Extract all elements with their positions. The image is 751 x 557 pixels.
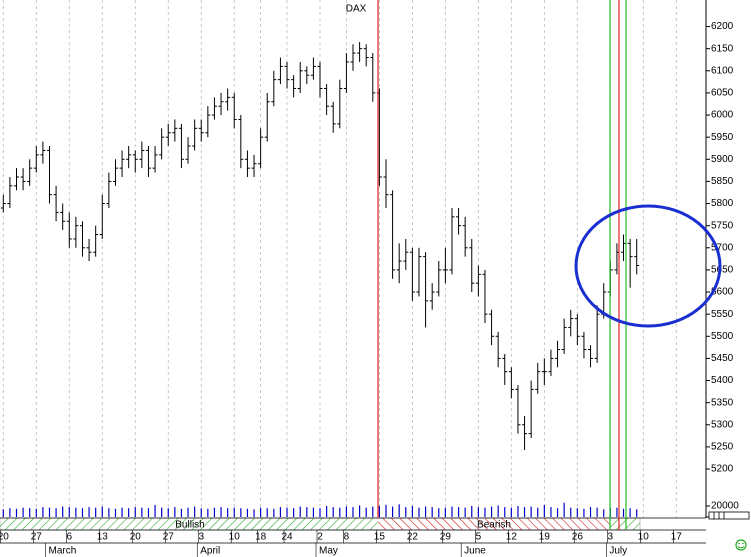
x-tick-label: 8 xyxy=(344,532,350,543)
y-tick-label: 5450 xyxy=(711,353,734,364)
bearish-band xyxy=(378,518,610,530)
y-tick-label: 5700 xyxy=(711,242,734,253)
x-tick-label: 6 xyxy=(66,532,72,543)
x-tick-label: 24 xyxy=(281,532,293,543)
x-tick-label: 17 xyxy=(671,532,683,543)
x-tick-label: 13 xyxy=(97,532,109,543)
x-tick-label: 10 xyxy=(638,532,650,543)
x-tick-label: 27 xyxy=(163,532,175,543)
y-tick-label: 5650 xyxy=(711,265,734,276)
bullish-band xyxy=(0,518,378,530)
month-label: May xyxy=(319,546,338,557)
y2-tick-label: 20000 xyxy=(711,501,739,512)
x-tick-label: 22 xyxy=(407,532,419,543)
y-tick-label: 5950 xyxy=(711,132,734,143)
x-tick-label: 5 xyxy=(476,532,482,543)
x-tick-label: 2 xyxy=(317,532,323,543)
y-tick-label: 5800 xyxy=(711,198,734,209)
month-label: March xyxy=(48,546,76,557)
toolbar[interactable] xyxy=(708,511,750,520)
band-label: Bullish xyxy=(175,520,204,531)
band-label: Bearish xyxy=(477,520,511,531)
y-tick-label: 5200 xyxy=(711,464,734,475)
marks: 5200 5250 5300 5350 5400 5450 5500 5550 5600 5650… xyxy=(0,21,739,557)
y-tick-label: 5400 xyxy=(711,375,734,386)
y-tick-label: 6100 xyxy=(711,65,734,76)
x-tick-label: 3 xyxy=(608,532,614,543)
x-tick-label: 3 xyxy=(198,532,204,543)
x-tick-label: 26 xyxy=(572,532,584,543)
y-tick-label: 5500 xyxy=(711,331,734,342)
chart-title: DAX xyxy=(346,4,367,15)
y-tick-label: 5900 xyxy=(711,154,734,165)
y-tick-label: 6050 xyxy=(711,88,734,99)
y-tick-label: 6000 xyxy=(711,110,734,121)
y-tick-label: 5350 xyxy=(711,397,734,408)
smiley-icon[interactable] xyxy=(735,539,747,551)
highlight-ellipse xyxy=(574,204,722,328)
x-tick-label: 20 xyxy=(0,532,9,543)
x-tick-label: 19 xyxy=(539,532,551,543)
y-tick-label: 6150 xyxy=(711,43,734,54)
y-tick-label: 5300 xyxy=(711,419,734,430)
y-tick-label: 5600 xyxy=(711,287,734,298)
month-label: April xyxy=(200,546,220,557)
y-tick-label: 5550 xyxy=(711,309,734,320)
x-tick-label: 20 xyxy=(130,532,142,543)
bullish-band xyxy=(610,518,640,530)
y-tick-label: 5250 xyxy=(711,442,734,453)
y-tick-label: 5850 xyxy=(711,176,734,187)
x-tick-label: 27 xyxy=(31,532,43,543)
month-label: July xyxy=(609,546,627,557)
x-tick-label: 12 xyxy=(506,532,518,543)
x-tick-label: 29 xyxy=(440,532,452,543)
x-tick-label: 15 xyxy=(374,532,386,543)
y-tick-label: 5750 xyxy=(711,220,734,231)
month-label: June xyxy=(464,546,486,557)
x-tick-label: 10 xyxy=(229,532,241,543)
y-tick-label: 6200 xyxy=(711,21,734,32)
x-tick-label: 18 xyxy=(255,532,267,543)
